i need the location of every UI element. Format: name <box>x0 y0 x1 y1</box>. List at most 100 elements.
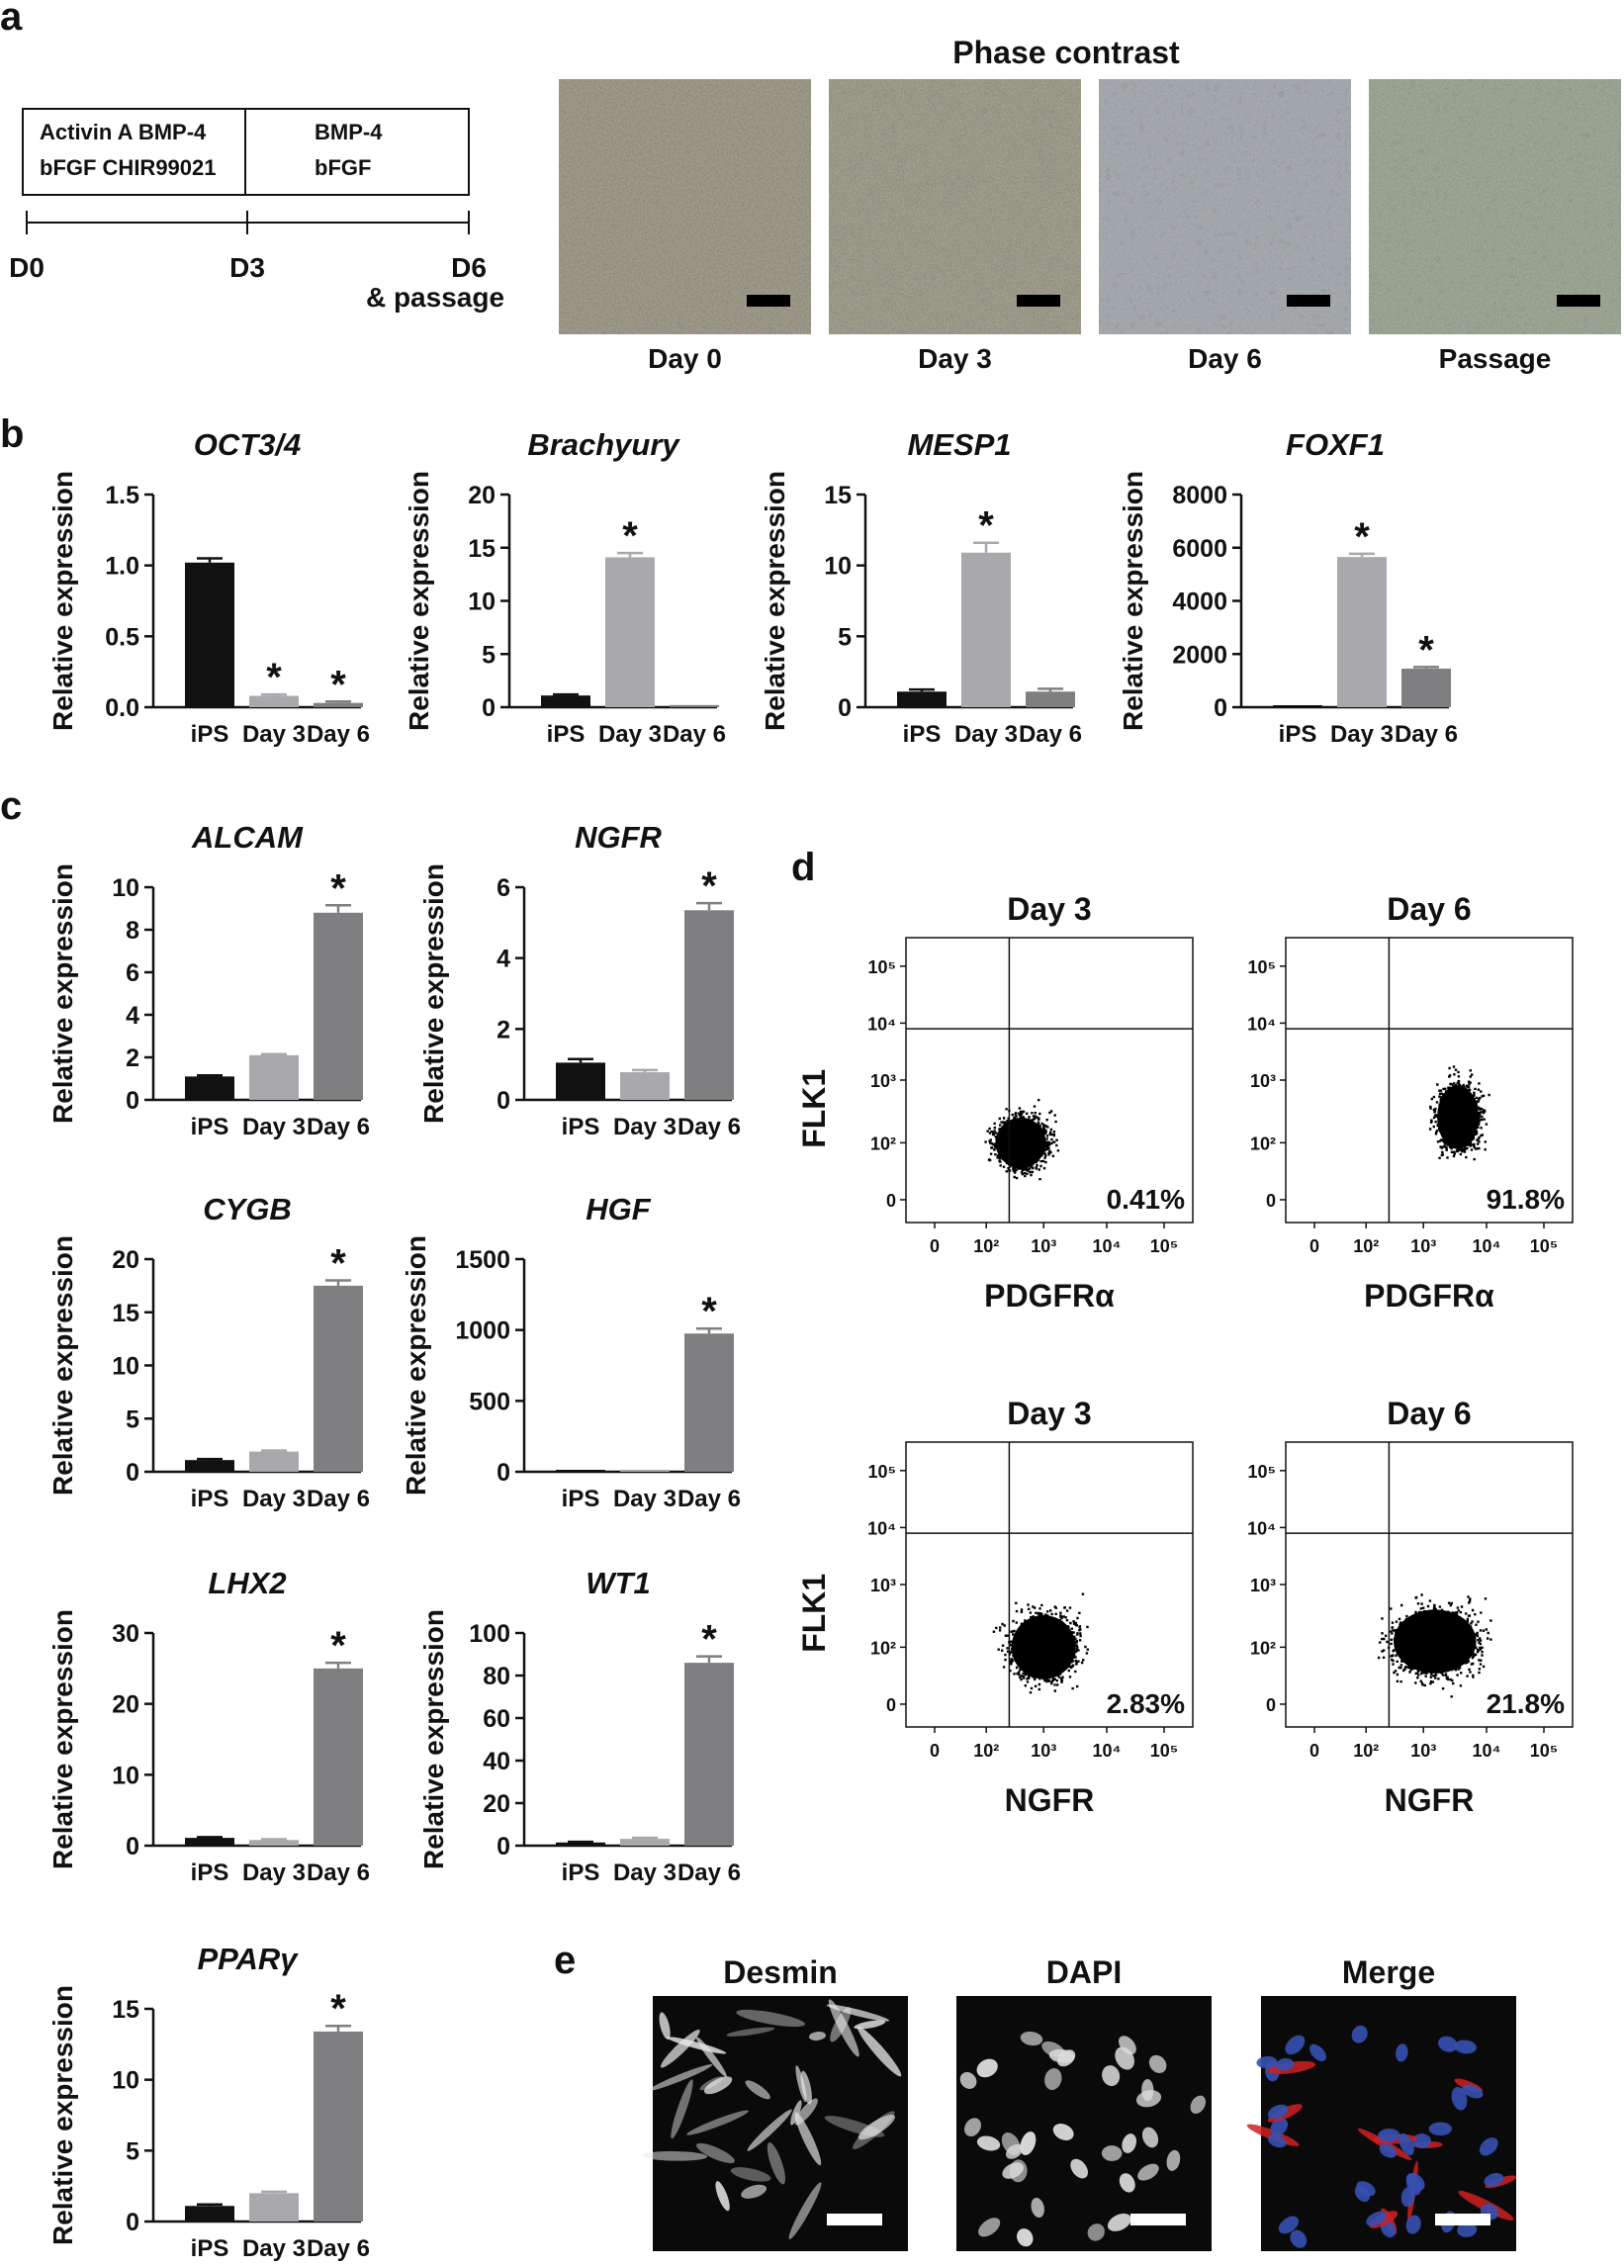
chart-title: HGF <box>586 1192 652 1226</box>
y-tick-label: 10 <box>824 553 852 581</box>
fluorescence-label: DAPI <box>1046 1954 1122 1990</box>
y-tick-label: 1.5 <box>105 482 139 509</box>
y-tick-label: 6 <box>496 874 510 902</box>
merge-nucleus <box>1451 2086 1468 2111</box>
merge-nucleus <box>1267 2104 1289 2120</box>
phase-image-grain-4 <box>1369 79 1621 334</box>
flow-y-tick-label: 10⁴ <box>1247 1518 1276 1538</box>
desmin-filament <box>741 2184 767 2199</box>
x-tick-label: iPS <box>191 721 229 748</box>
bar-ips <box>556 1062 605 1100</box>
significance-star: * <box>622 514 638 558</box>
merge-nucleus <box>1438 2036 1458 2052</box>
fluorescence-images: Desmin DAPI Merge <box>642 1954 1517 2251</box>
panel-label-a: a <box>0 0 23 39</box>
x-tick-label: Day 3 <box>954 721 1018 748</box>
merge-nucleus <box>1454 2040 1477 2054</box>
phase-image-label: Day 0 <box>648 343 722 374</box>
y-tick-label: 10 <box>112 874 139 902</box>
merge-nucleus <box>1398 2132 1414 2156</box>
dapi-nucleus <box>1020 2131 1037 2156</box>
significance-star: * <box>701 864 717 908</box>
significance-star: * <box>330 1624 346 1668</box>
fluorescence-image-desmin: Desmin <box>642 1954 908 2251</box>
flow-x-tick-label: 10⁴ <box>1473 1741 1501 1761</box>
desmin-filament <box>686 2110 749 2135</box>
y-tick-label: 4 <box>126 1002 139 1030</box>
x-tick-label: Day 6 <box>307 1114 370 1140</box>
bar-day3 <box>620 1072 670 1100</box>
y-tick-label: 5 <box>126 1406 139 1433</box>
flow-x-axis-label: NGFR <box>1385 1782 1475 1818</box>
bar-charts: OCT3/4 Relative expression 0.0 0.5 1.0 1.5 iPS… <box>47 427 1458 2262</box>
flow-y-tick-label: 10² <box>870 1638 896 1658</box>
flow-x-tick-label: 10² <box>973 1236 999 1256</box>
bar-ips <box>185 562 234 707</box>
flow-title: Day 3 <box>1007 1396 1091 1431</box>
flow-y-tick-label: 0 <box>1266 1191 1276 1211</box>
bar-chart-brachyury: Brachyury Relative expression 0 5 10 15 20 iPS *… <box>404 427 726 748</box>
desmin-filament <box>857 2114 896 2140</box>
scale-bar <box>747 295 790 307</box>
flow-y-tick-label: 0 <box>1266 1695 1276 1715</box>
x-tick-label: Day 6 <box>307 2235 370 2262</box>
dapi-nucleus <box>1005 2143 1024 2159</box>
dapi-nucleus <box>1135 2090 1162 2108</box>
x-tick-label: Day 3 <box>242 1486 306 1512</box>
flow-scatter-core <box>995 1118 1046 1168</box>
desmin-filament <box>808 2031 826 2041</box>
x-tick-label: iPS <box>191 1486 229 1512</box>
protocol-box2-line1: BMP-4 <box>315 120 383 144</box>
flow-x-tick-label: 10² <box>1353 1236 1379 1256</box>
flow-plot-1: Day 3 0.41% 10⁵ 10⁴ 10³ 10² 0 0 10² 10³ 10⁴ 10⁵ PDGF… <box>796 891 1194 1314</box>
bar-ips <box>556 1470 605 1472</box>
dapi-nucleus <box>976 2135 1001 2151</box>
significance-star: * <box>1418 628 1434 672</box>
merge-nucleus <box>1351 2025 1368 2043</box>
x-tick-label: Day 3 <box>613 1486 677 1512</box>
dapi-nucleus <box>964 2118 981 2137</box>
x-tick-label: iPS <box>562 1860 600 1886</box>
desmin-filament <box>715 2181 730 2212</box>
dapi-nucleus <box>1166 2149 1181 2171</box>
flow-y-tick-label: 10² <box>870 1134 896 1153</box>
y-tick-label: 0 <box>126 2209 139 2236</box>
timeline-label-d6: D6 <box>451 252 487 283</box>
flow-y-tick-label: 10⁴ <box>867 1518 896 1538</box>
protocol-box1-line2: bFGF CHIR99021 <box>40 155 217 180</box>
quadrant-percentage: 21.8% <box>1487 1688 1565 1719</box>
fluorescence-background <box>956 1996 1212 2251</box>
dapi-nucleus <box>1148 2054 1167 2073</box>
bar-day6 <box>314 1285 363 1472</box>
x-tick-label: Day 6 <box>677 1486 741 1512</box>
flow-y-tick-label: 10³ <box>870 1071 896 1091</box>
desmin-filament <box>736 2009 806 2028</box>
y-axis-label: Relative expression <box>418 1609 449 1869</box>
significance-star: * <box>266 656 282 699</box>
dapi-nucleus <box>978 2218 1001 2237</box>
y-axis-label: Relative expression <box>760 471 790 731</box>
desmin-filament <box>671 2079 693 2139</box>
x-tick-label: iPS <box>191 2235 229 2262</box>
merge-nucleus <box>1462 2084 1484 2099</box>
x-tick-label: iPS <box>191 1114 229 1140</box>
y-tick-label: 10 <box>468 589 496 616</box>
chart-title: MESP1 <box>907 427 1011 462</box>
y-tick-label: 2 <box>496 1016 510 1043</box>
flow-plot-frame <box>1285 1441 1574 1728</box>
flow-x-tick-label: 10³ <box>1410 1741 1436 1761</box>
y-axis-label: Relative expression <box>401 1235 431 1496</box>
desmin-filament <box>826 2004 890 2022</box>
significance-star: * <box>701 1290 717 1333</box>
y-tick-label: 2000 <box>1172 641 1227 669</box>
bar-ips <box>1273 705 1322 707</box>
flow-y-tick-label: 10⁴ <box>1247 1014 1276 1034</box>
desmin-filament <box>857 2026 902 2077</box>
x-tick-label: Day 6 <box>307 1860 370 1886</box>
dapi-nucleus <box>1122 2133 1137 2153</box>
fluorescence-image-merge: Merge <box>1246 1954 1517 2251</box>
bar-ips <box>185 1838 234 1846</box>
scale-bar <box>1557 295 1600 307</box>
chart-title: PPARγ <box>197 1942 299 1976</box>
y-axis-label: Relative expression <box>47 1985 78 2245</box>
